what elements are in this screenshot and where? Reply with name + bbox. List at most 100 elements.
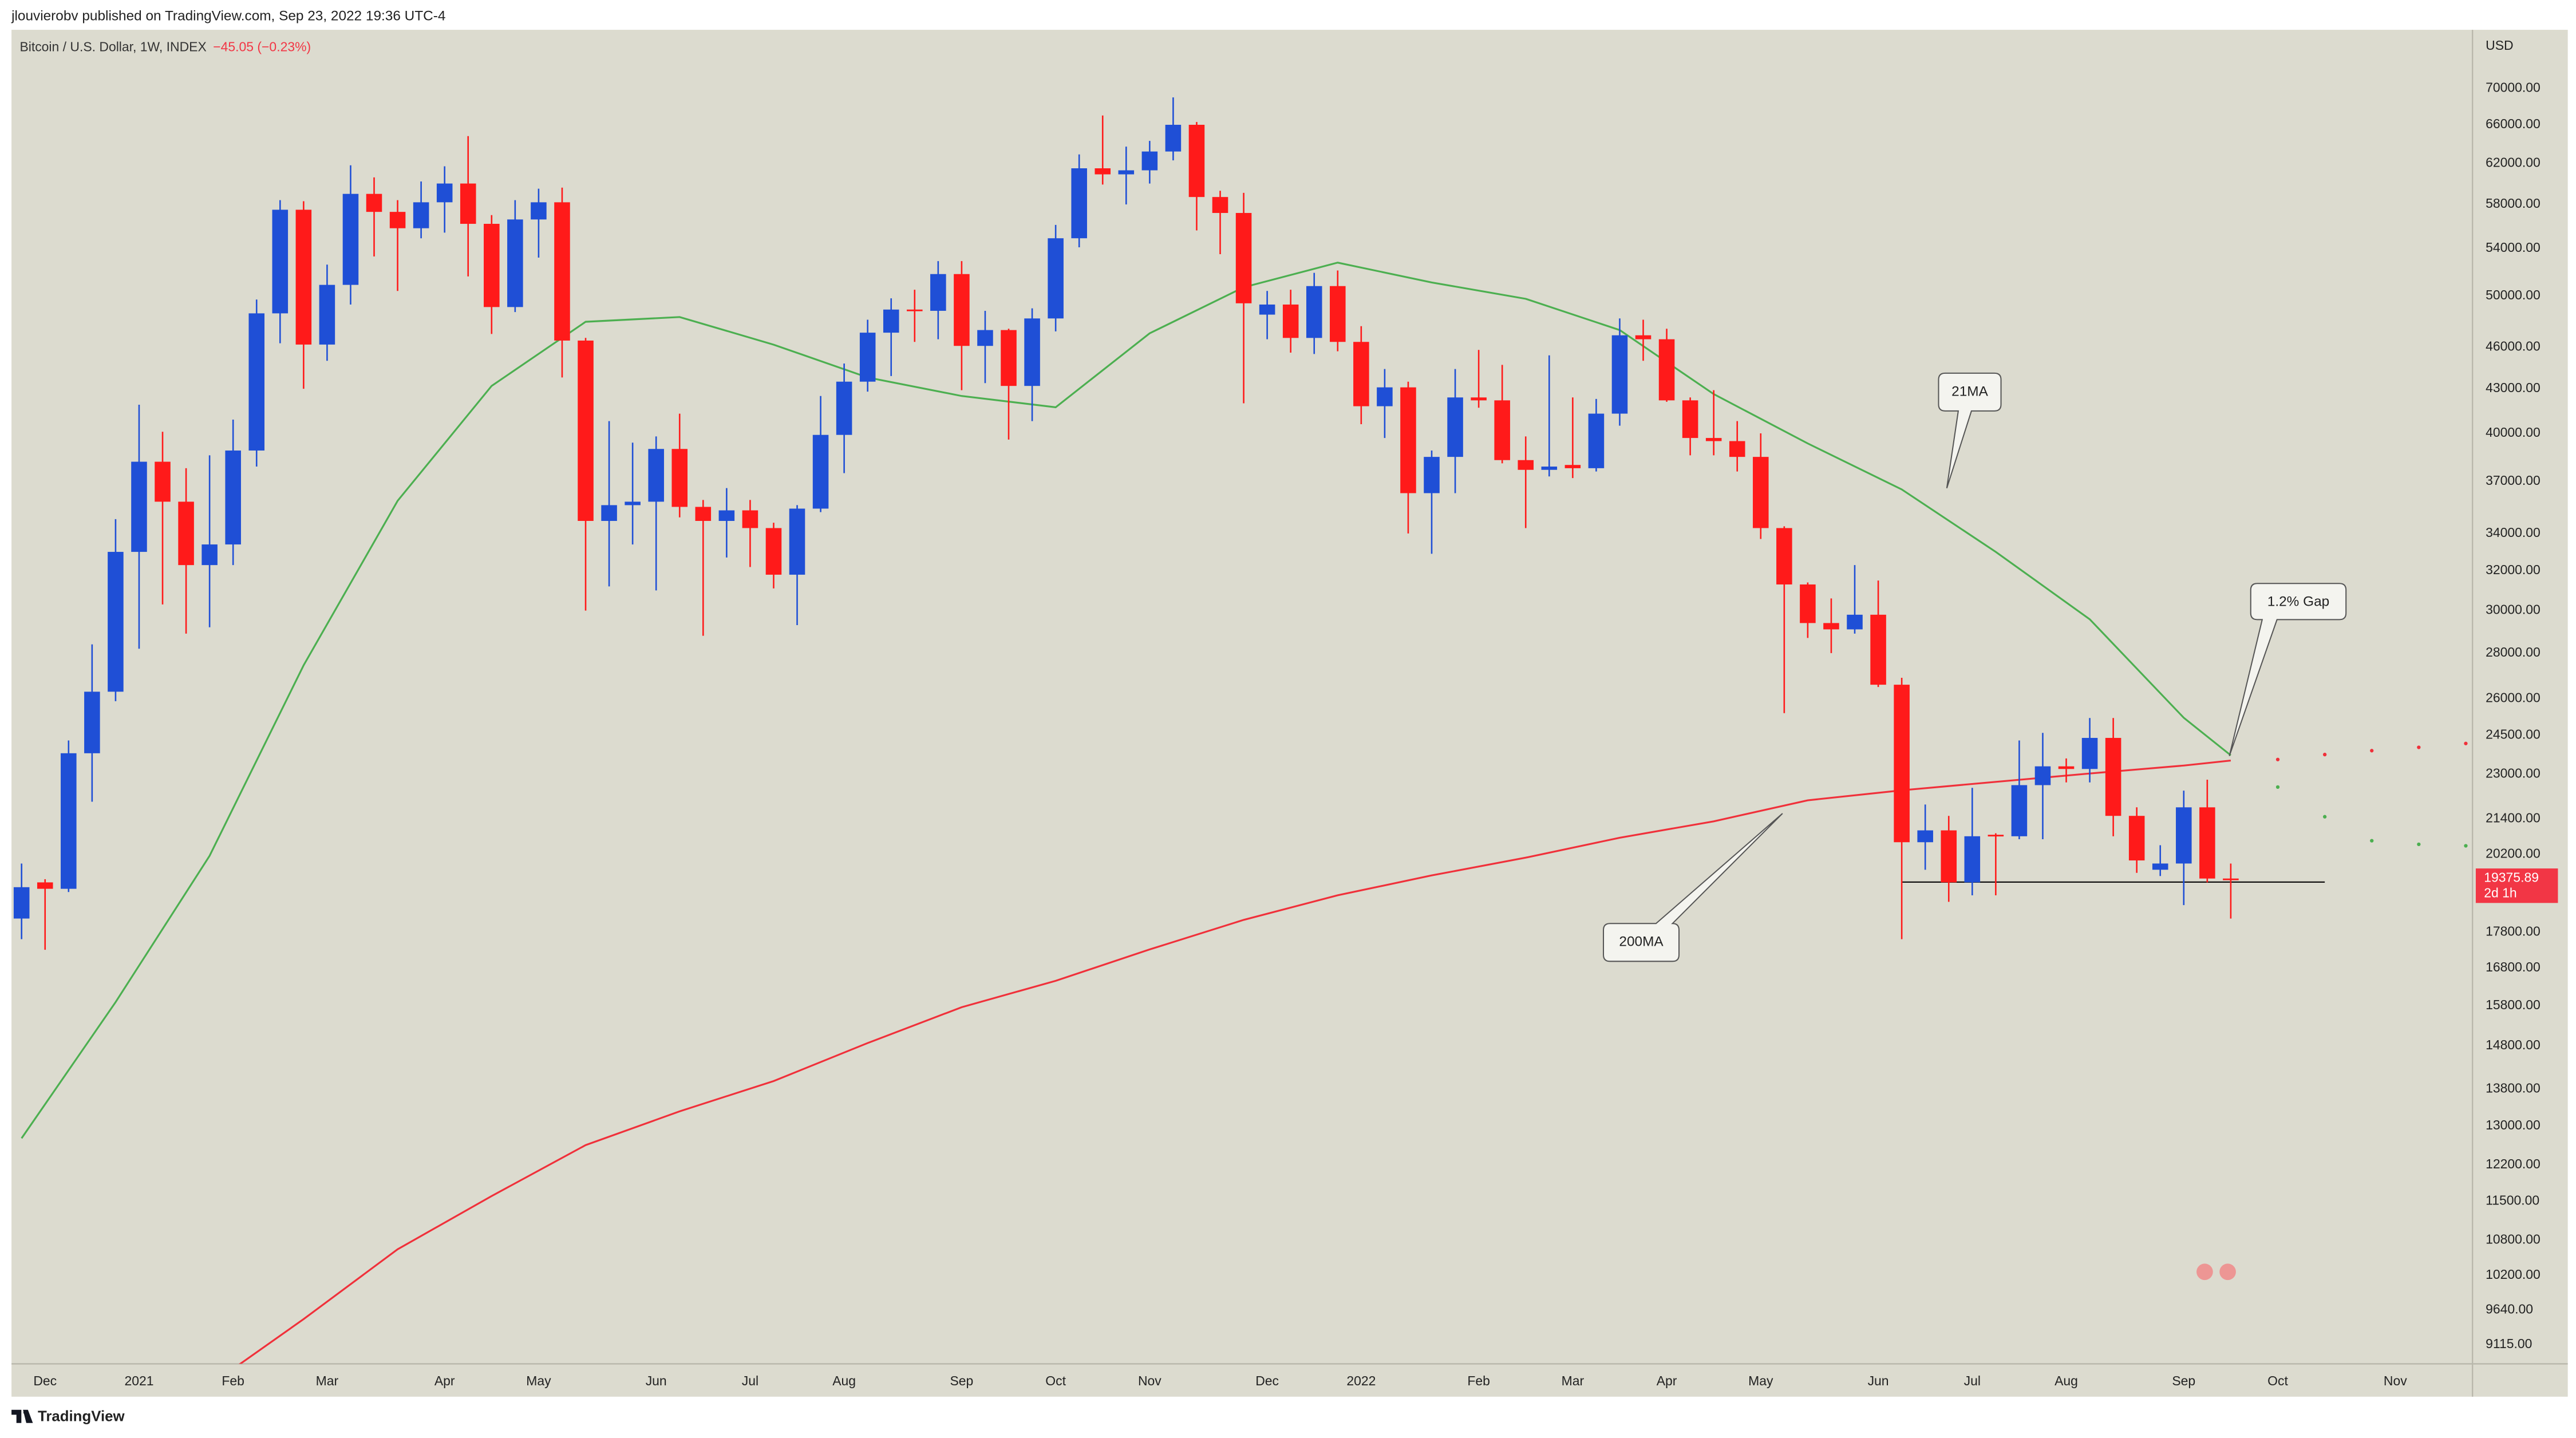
candle-body bbox=[1306, 286, 1322, 338]
candle-body bbox=[1095, 168, 1111, 175]
x-tick-label: Jun bbox=[1868, 1373, 1889, 1388]
candle-body bbox=[742, 510, 758, 528]
logo-dot bbox=[23, 1410, 28, 1415]
candle-body bbox=[2058, 766, 2075, 769]
y-tick-label: 50000.00 bbox=[2486, 287, 2541, 302]
candle-body bbox=[718, 510, 735, 521]
y-tick-label: 9640.00 bbox=[2486, 1302, 2533, 1317]
candle-body bbox=[1564, 465, 1581, 468]
candle-body bbox=[930, 274, 946, 311]
symbol-legend: Bitcoin / U.S. Dollar, 1W, INDEX −45.05 (… bbox=[19, 39, 311, 54]
callout-200ma: 200MA bbox=[1603, 813, 1783, 962]
y-tick-label: 21400.00 bbox=[2486, 810, 2541, 825]
projection-dot bbox=[2275, 785, 2280, 789]
y-tick-label: 13800.00 bbox=[2486, 1081, 2541, 1096]
callout-label: 1.2% Gap bbox=[2267, 594, 2329, 610]
projection-dot bbox=[2464, 844, 2468, 848]
candle-body bbox=[1823, 623, 1839, 630]
candle-body bbox=[1988, 835, 2004, 837]
x-tick-label: Jun bbox=[646, 1373, 667, 1388]
y-tick-label: 32000.00 bbox=[2486, 562, 2541, 577]
x-tick-label: Oct bbox=[2267, 1373, 2288, 1388]
candle-body bbox=[1705, 438, 1722, 441]
candle-body bbox=[460, 183, 476, 224]
candle-body bbox=[272, 210, 289, 314]
candle-body bbox=[202, 544, 218, 566]
x-tick-label: Aug bbox=[832, 1373, 856, 1388]
y-tick-label: 46000.00 bbox=[2486, 339, 2541, 354]
y-tick-label: 15800.00 bbox=[2486, 997, 2541, 1012]
y-tick-label: 30000.00 bbox=[2486, 602, 2541, 617]
candle-body bbox=[977, 330, 993, 346]
candle-body bbox=[601, 505, 617, 521]
y-tick-label: 40000.00 bbox=[2486, 425, 2541, 440]
callout-box bbox=[1603, 813, 1783, 962]
moving-average-line bbox=[238, 759, 2231, 1364]
candle-body bbox=[578, 340, 594, 521]
countdown-label: 2d 1h bbox=[2484, 886, 2516, 900]
y-tick-label: 20200.00 bbox=[2486, 846, 2541, 860]
event-marker[interactable] bbox=[2196, 1263, 2213, 1281]
candle-body bbox=[1165, 124, 1182, 152]
x-tick-label: Feb bbox=[222, 1373, 244, 1388]
x-tick-label: Dec bbox=[33, 1373, 57, 1388]
candle-body bbox=[155, 461, 171, 502]
candle-body bbox=[1800, 584, 1816, 623]
x-tick-label: Apr bbox=[434, 1373, 455, 1388]
callout-label: 200MA bbox=[1619, 934, 1664, 950]
x-tick-label: Sep bbox=[950, 1373, 973, 1388]
candle-body bbox=[37, 882, 53, 889]
candle-body bbox=[1847, 614, 1863, 630]
x-tick-label: Nov bbox=[2384, 1373, 2407, 1388]
candle-body bbox=[1001, 330, 1017, 386]
candle-body bbox=[1941, 830, 1957, 883]
candle-body bbox=[836, 381, 852, 435]
candle-body bbox=[1024, 318, 1040, 386]
candle-body bbox=[812, 434, 829, 509]
projection-dot bbox=[2464, 741, 2468, 745]
publisher-line: jlouvierobv published on TradingView.com… bbox=[11, 9, 445, 24]
y-tick-label: 10200.00 bbox=[2486, 1267, 2541, 1282]
x-tick-label: May bbox=[1748, 1373, 1773, 1388]
y-tick-label: 26000.00 bbox=[2486, 690, 2541, 705]
projection-dot bbox=[2370, 749, 2374, 753]
candle-body bbox=[2199, 807, 2215, 879]
x-tick-label: May bbox=[526, 1373, 551, 1388]
y-tick-label: 14800.00 bbox=[2486, 1037, 2541, 1052]
candle-body bbox=[625, 501, 641, 505]
footer-logo bbox=[11, 1409, 33, 1423]
y-tick-label: 28000.00 bbox=[2486, 645, 2541, 659]
candle-body bbox=[436, 183, 453, 203]
candle-body bbox=[1353, 342, 1369, 406]
candle-body bbox=[907, 309, 923, 311]
callout-box bbox=[1938, 372, 2002, 489]
candle-body bbox=[1494, 400, 1510, 460]
candle-body bbox=[2223, 878, 2239, 880]
candle-body bbox=[366, 193, 382, 212]
y-tick-label: 10800.00 bbox=[2486, 1231, 2541, 1246]
candle-body bbox=[883, 309, 899, 333]
y-tick-label: 34000.00 bbox=[2486, 525, 2541, 540]
candle-body bbox=[1141, 151, 1158, 171]
candle-body bbox=[1541, 467, 1558, 470]
candle-body bbox=[1118, 170, 1135, 175]
candle-body bbox=[1447, 397, 1463, 457]
candle-body bbox=[671, 449, 688, 507]
candle-body bbox=[954, 274, 970, 346]
candle-body bbox=[695, 507, 712, 521]
candle-body bbox=[554, 202, 570, 341]
candle-body bbox=[1048, 238, 1064, 319]
candle-body bbox=[108, 552, 124, 692]
projection-dot bbox=[2370, 839, 2374, 843]
candle-body bbox=[1188, 124, 1205, 197]
candle-body bbox=[2081, 738, 2098, 769]
event-marker[interactable] bbox=[2219, 1263, 2236, 1281]
y-tick-label: 12200.00 bbox=[2486, 1156, 2541, 1171]
x-tick-label: Aug bbox=[2055, 1373, 2078, 1388]
last-price-tag bbox=[2475, 868, 2558, 903]
chart-background bbox=[11, 30, 2568, 1397]
plot-marks: 70000.00 66000.00 62000.00 58000.00 54000.00… bbox=[13, 80, 2558, 1388]
candle-body bbox=[1870, 614, 1886, 685]
